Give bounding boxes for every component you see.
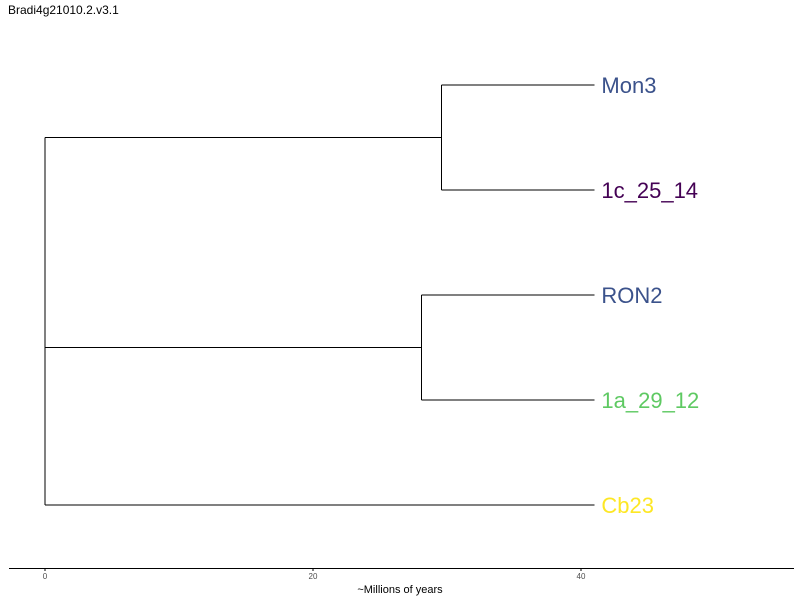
tip-label: 1a_29_12 [601, 388, 699, 413]
tip-label: 1c_25_14 [601, 178, 698, 203]
tree-branches [44, 84, 595, 506]
x-axis-title: ~Millions of years [357, 584, 443, 596]
tip-labels: Mon3 1c_25_14 RON2 1a_29_12 Cb23 [601, 73, 699, 518]
x-tick-label: 20 [309, 572, 318, 581]
x-tick-label: 40 [577, 572, 586, 581]
tip-label: RON2 [601, 283, 662, 308]
tip-label: Cb23 [601, 493, 654, 518]
x-axis: 0 20 40 ~Millions of years [9, 568, 794, 596]
x-tick-label: 0 [43, 572, 48, 581]
x-axis-ticks: 0 20 40 [43, 568, 586, 581]
tip-label: Mon3 [601, 73, 656, 98]
chart-title: Bradi4g21010.2.v3.1 [8, 3, 119, 17]
